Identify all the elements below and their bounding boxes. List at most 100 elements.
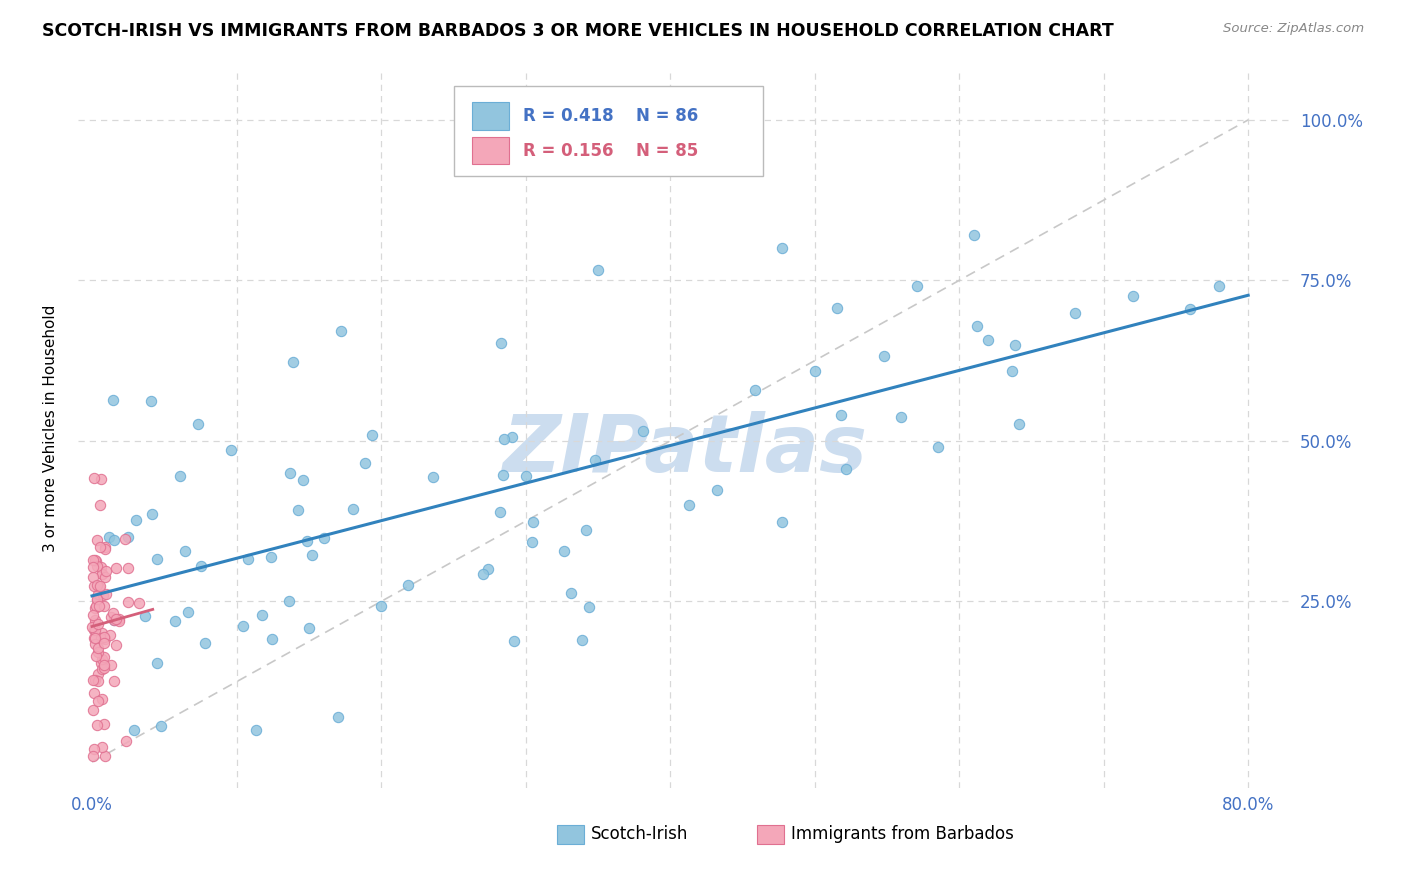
Point — [301, 548, 323, 562]
Point — [101, 606, 124, 620]
Point — [472, 567, 495, 582]
Point — [122, 723, 145, 737]
Point — [1208, 279, 1230, 293]
Point — [927, 440, 949, 454]
Point — [174, 544, 197, 558]
Point — [139, 394, 162, 409]
Point — [82, 748, 104, 763]
Point — [260, 549, 283, 564]
Text: N = 86: N = 86 — [636, 107, 699, 125]
Point — [90, 566, 112, 581]
Point — [232, 619, 254, 633]
Point — [82, 570, 104, 584]
Point — [830, 408, 852, 422]
Text: ZIPatlas: ZIPatlas — [502, 410, 868, 489]
Point — [84, 632, 107, 646]
Point — [94, 564, 117, 578]
Point — [86, 554, 108, 568]
Point — [90, 560, 112, 574]
Point — [1180, 301, 1202, 316]
Point — [678, 498, 700, 512]
Point — [114, 733, 136, 747]
FancyBboxPatch shape — [454, 87, 763, 177]
Point — [86, 578, 108, 592]
Point — [245, 723, 267, 737]
Point — [86, 559, 108, 574]
Point — [250, 608, 273, 623]
Point — [219, 442, 242, 457]
Point — [91, 691, 114, 706]
Point — [770, 515, 793, 529]
Point — [575, 523, 598, 537]
Point — [84, 673, 107, 687]
Point — [86, 587, 108, 601]
Point — [105, 612, 128, 626]
Point — [586, 263, 609, 277]
Point — [90, 626, 112, 640]
Point — [83, 631, 105, 645]
Point — [94, 632, 117, 646]
Point — [827, 301, 849, 316]
Point — [834, 462, 856, 476]
Point — [494, 432, 516, 446]
Point — [128, 596, 150, 610]
Point — [84, 599, 107, 614]
Point — [103, 674, 125, 689]
Point — [83, 579, 105, 593]
Point — [82, 559, 104, 574]
FancyBboxPatch shape — [557, 825, 583, 844]
Point — [98, 628, 121, 642]
Point — [1122, 289, 1144, 303]
Point — [770, 241, 793, 255]
Point — [87, 640, 110, 655]
Point — [87, 617, 110, 632]
Point — [361, 427, 384, 442]
Point — [287, 503, 309, 517]
Point — [93, 542, 115, 557]
Point — [93, 636, 115, 650]
Point — [124, 513, 146, 527]
Point — [489, 336, 512, 351]
Point — [86, 718, 108, 732]
Point — [82, 607, 104, 622]
Point — [90, 656, 112, 670]
Point — [91, 662, 114, 676]
Point — [94, 541, 117, 555]
Point — [298, 621, 321, 635]
Point — [83, 601, 105, 615]
Point — [422, 469, 444, 483]
Point — [86, 694, 108, 708]
Text: R = 0.418: R = 0.418 — [523, 107, 614, 125]
Point — [93, 631, 115, 645]
Point — [522, 515, 544, 529]
Point — [501, 430, 523, 444]
Point — [93, 588, 115, 602]
Text: N = 85: N = 85 — [636, 142, 699, 160]
FancyBboxPatch shape — [758, 825, 785, 844]
Point — [803, 364, 825, 378]
Point — [1004, 338, 1026, 352]
Point — [1000, 363, 1022, 377]
Point — [141, 508, 163, 522]
Point — [83, 686, 105, 700]
Point — [86, 673, 108, 688]
Point — [98, 530, 121, 544]
Point — [706, 483, 728, 497]
Point — [103, 533, 125, 548]
Point — [94, 587, 117, 601]
Point — [295, 533, 318, 548]
Point — [91, 652, 114, 666]
Point — [108, 614, 131, 628]
Point — [93, 717, 115, 731]
Point — [631, 425, 654, 439]
Point — [114, 533, 136, 547]
Point — [83, 471, 105, 485]
Point — [87, 667, 110, 681]
Point — [873, 349, 896, 363]
FancyBboxPatch shape — [472, 103, 509, 129]
Point — [87, 645, 110, 659]
Text: Immigrants from Barbados: Immigrants from Barbados — [792, 825, 1014, 844]
Point — [522, 535, 544, 549]
Point — [502, 633, 524, 648]
Point — [477, 562, 499, 576]
